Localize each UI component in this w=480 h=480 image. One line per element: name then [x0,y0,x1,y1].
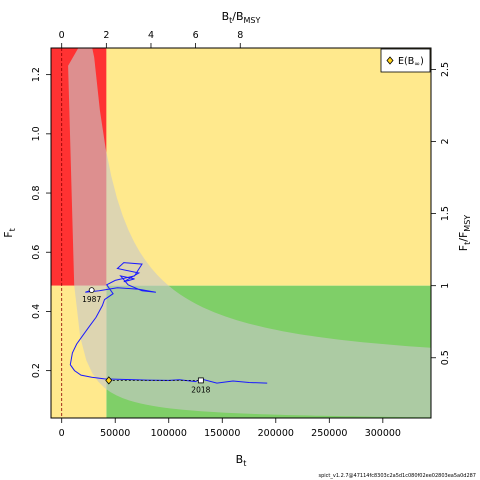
top-tick-label: 8 [237,30,243,41]
top-axis-ticks: 0 2 4 6 8 [59,30,243,48]
right-tick-label: 1.5 [440,206,451,221]
top-tick-label: 4 [148,30,154,41]
x-tick-label: 150000 [204,428,240,439]
right-tick-label: 0.5 [440,350,451,365]
x-axis-label: Bt [236,453,247,468]
plot-frame [50,47,432,419]
x-tick-label: 50000 [100,428,130,439]
right-tick-label: 2 [440,139,451,145]
y-tick-label: 0.2 [31,363,42,378]
x-axis-ticks: 0 50000 100000 150000 200000 250000 300000 [59,418,401,439]
right-tick-label: 1 [440,283,451,289]
y-axis-label: Ft [2,228,17,237]
legend: E(B∞) [380,48,431,73]
y-tick-label: 1.2 [31,67,42,82]
y-tick-label: 1.0 [31,126,42,141]
point-label: 2018 [191,385,210,394]
x-tick-label: 0 [59,428,65,439]
trajectory-points: 1987 2018 [82,287,211,394]
confidence-region [68,48,431,418]
year-point: 2018 [191,377,211,394]
x-tick-label: 300000 [365,428,401,439]
trajectory-line [69,262,268,384]
right-axis-label: Ft/FMSY [457,215,472,251]
legend-label: E(B∞) [398,56,424,68]
x-tick-label: 100000 [151,428,187,439]
point-label: 1987 [82,295,101,304]
x-tick-label: 250000 [311,428,347,439]
y-tick-label: 0.6 [31,245,42,260]
x-tick-label: 200000 [258,428,294,439]
expected-equilibrium-marker [105,376,113,385]
legend-box [380,48,431,73]
right-tick-label: 2.5 [440,62,451,77]
legend-diamond-icon [386,56,394,65]
y-tick-label: 0.4 [31,304,42,319]
top-tick-label: 2 [103,30,109,41]
year-point: 1987 [82,287,101,304]
point-marker [197,377,204,384]
top-axis-label: Bt/BMSY [222,10,261,25]
top-tick-label: 6 [193,30,199,41]
right-axis-ticks: 0.5 1 1.5 2 2.5 [431,62,451,365]
kobe-zones [51,48,431,418]
y-axis-ticks: 0.2 0.4 0.6 0.8 1.0 1.2 [31,67,51,378]
footer-version: spict_v1.2.7@47114fc8303c2a5d1c080f02ee0… [319,473,477,479]
y-tick-label: 0.8 [31,185,42,200]
top-tick-label: 0 [59,30,65,41]
point-marker [88,287,95,294]
